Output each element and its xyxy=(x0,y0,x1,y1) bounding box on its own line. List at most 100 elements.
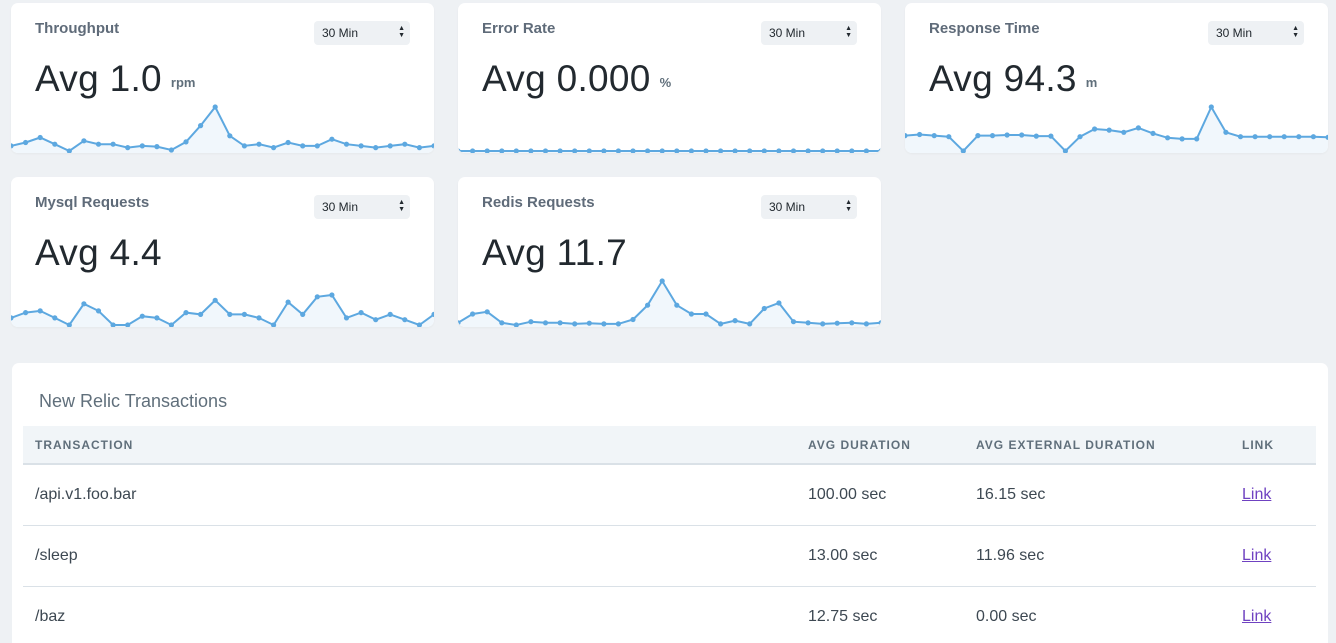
metric-unit: m xyxy=(1085,75,1098,90)
card-title: Redis Requests xyxy=(482,194,595,211)
sparkline-point xyxy=(358,310,364,316)
sparkline-point xyxy=(95,308,102,314)
sparkline-point xyxy=(125,145,131,151)
period-value: 30 Min xyxy=(322,26,359,40)
sparkline-point xyxy=(110,322,116,327)
card-title: Error Rate xyxy=(482,20,556,37)
sparkline-point xyxy=(458,320,461,326)
period-value: 30 Min xyxy=(1216,26,1253,40)
column-header-avg-duration: AVG DURATION xyxy=(808,426,976,465)
sparkline-point xyxy=(790,148,797,153)
sparkline-point xyxy=(484,309,490,315)
sparkline-point xyxy=(431,143,434,149)
metric: Avg 0.000 % xyxy=(482,58,671,100)
period-select[interactable]: 30 Min ▲ ▼ xyxy=(1208,21,1304,45)
sparkline-point xyxy=(314,294,320,300)
sparkline-point xyxy=(820,321,826,327)
sparkline-point xyxy=(271,145,277,151)
sparkline-point xyxy=(761,305,767,312)
sparkline-point xyxy=(212,297,218,303)
sparkline-area xyxy=(905,107,1328,153)
table-header-row: TRANSACTION AVG DURATION AVG EXTERNAL DU… xyxy=(23,426,1316,465)
throughput-card: Throughput 30 Min ▲ ▼ Avg 1.0 rpm xyxy=(11,3,434,153)
transaction-link[interactable]: Link xyxy=(1242,607,1272,625)
card-title: Mysql Requests xyxy=(35,194,150,211)
sparkline-point xyxy=(1092,126,1098,132)
sparkline-point xyxy=(790,319,797,325)
sparkline-point xyxy=(11,143,14,149)
sparkline-point xyxy=(358,143,364,149)
sparkline-point xyxy=(416,322,422,327)
sparkline-point xyxy=(66,322,72,327)
sparkline-point xyxy=(11,315,14,321)
sparkline-point xyxy=(878,320,881,326)
sparkline-point xyxy=(402,317,408,323)
sparkline-point xyxy=(431,311,434,317)
sparkline-point xyxy=(183,310,189,316)
transactions-table: TRANSACTION AVG DURATION AVG EXTERNAL DU… xyxy=(23,426,1316,643)
response-time-sparkline xyxy=(905,104,1328,153)
sparkline-point xyxy=(470,311,476,317)
select-arrows-icon: ▲ ▼ xyxy=(1292,25,1299,39)
mysql-requests-sparkline xyxy=(11,292,434,327)
sparkline-point xyxy=(805,148,811,153)
avg-external-duration: 16.15 sec xyxy=(976,464,1242,526)
sparkline-point xyxy=(81,138,87,144)
table-row: /baz 12.75 sec 0.00 sec Link xyxy=(23,586,1316,643)
sparkline-point xyxy=(125,322,131,327)
period-value: 30 Min xyxy=(322,200,359,214)
sparkline-point xyxy=(416,145,422,151)
sparkline-point xyxy=(703,148,709,153)
select-arrows-icon: ▲ ▼ xyxy=(845,25,852,39)
sparkline-point xyxy=(688,148,694,153)
sparkline-point xyxy=(878,148,881,153)
sparkline-point xyxy=(168,322,174,327)
metric: Avg 94.3 m xyxy=(929,58,1097,100)
metric: Avg 1.0 rpm xyxy=(35,58,195,100)
sparkline-point xyxy=(572,148,578,153)
metric: Avg 11.7 xyxy=(482,232,636,274)
sparkline-point xyxy=(81,301,87,307)
transaction-link[interactable]: Link xyxy=(1242,546,1272,564)
sparkline-point xyxy=(805,320,811,326)
sparkline-point xyxy=(1296,134,1302,140)
sparkline-point xyxy=(601,148,607,153)
transaction-name: /baz xyxy=(23,586,808,643)
sparkline-point xyxy=(1267,134,1273,140)
sparkline-point xyxy=(732,318,738,324)
sparkline-point xyxy=(863,321,869,327)
sparkline-point xyxy=(747,321,753,327)
card-title: Response Time xyxy=(929,20,1040,37)
transaction-link[interactable]: Link xyxy=(1242,485,1272,503)
sparkline-point xyxy=(718,148,724,153)
period-select[interactable]: 30 Min ▲ ▼ xyxy=(761,21,857,45)
metric: Avg 4.4 xyxy=(35,232,171,274)
sparkline-point xyxy=(139,313,145,319)
sparkline-point xyxy=(241,143,247,149)
sparkline-point xyxy=(37,134,43,141)
transaction-name: /api.v1.foo.bar xyxy=(23,464,808,526)
sparkline-point xyxy=(458,148,461,153)
sparkline-point xyxy=(834,320,840,326)
sparkline-line xyxy=(11,293,434,327)
sparkline-point xyxy=(314,143,320,149)
sparkline-point xyxy=(499,148,505,153)
sparkline-point xyxy=(989,133,996,139)
period-select[interactable]: 30 Min ▲ ▼ xyxy=(314,195,410,219)
sparkline-point xyxy=(154,315,160,321)
sparkline-point xyxy=(615,148,621,153)
period-select[interactable]: 30 Min ▲ ▼ xyxy=(314,21,410,45)
panel-title: New Relic Transactions xyxy=(39,391,228,411)
sparkline-point xyxy=(271,322,277,327)
sparkline-point xyxy=(572,321,578,327)
sparkline-point xyxy=(387,143,393,149)
sparkline-point xyxy=(905,133,908,139)
sparkline-point xyxy=(1121,129,1127,135)
sparkline-point xyxy=(241,311,247,317)
sparkline-point xyxy=(256,141,262,147)
sparkline-point xyxy=(1252,134,1258,140)
sparkline-point xyxy=(834,148,840,153)
period-select[interactable]: 30 Min ▲ ▼ xyxy=(761,195,857,219)
sparkline-point xyxy=(1135,125,1141,131)
sparkline-point xyxy=(66,148,72,153)
